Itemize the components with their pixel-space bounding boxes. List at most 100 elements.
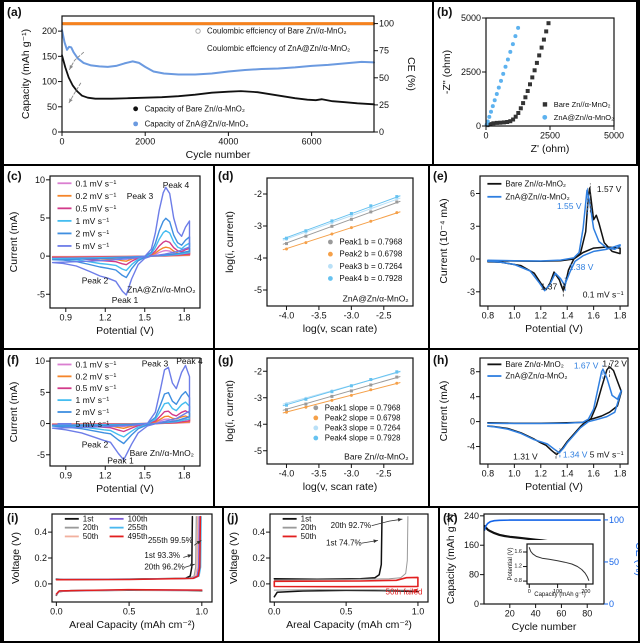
series-line [487,365,623,456]
scatter-point [395,211,399,215]
legend-swatch [133,106,139,112]
scatter-point [285,403,288,407]
panel-label: (a) [7,5,22,19]
scatter-point [395,375,399,379]
series-line [487,368,623,454]
scatter-point [369,388,373,392]
x-tick-label: 0.5 [123,606,136,616]
x-tick-label: 0.0 [50,606,63,616]
series-line [282,195,401,240]
legend-label: Capacity of Bare Zn//α-MnO₂ [145,104,245,113]
scatter-point [330,219,334,223]
x-tick-label: 6000 [302,136,322,146]
scatter-point [544,29,549,34]
annotation: 1.67 V [574,360,599,370]
scatter-point [491,121,496,126]
scatter-point [330,398,334,402]
series-line [55,515,202,581]
y-tick-label: 200 [42,26,57,36]
y-tick-label: 1.2 [514,564,522,570]
series-line [282,211,401,251]
y-tick-label: 10 [35,356,45,366]
series-line [528,547,590,581]
scatter-point [330,232,334,236]
x-tick-label: 0 [528,589,531,595]
annotation: 1.34 V [563,449,588,459]
series-line [371,518,403,527]
scatter-point [505,57,510,62]
scatter-point [285,247,288,251]
annotation: Peak 2 [82,439,109,449]
scatter-point [528,82,532,87]
legend-label: Bare Zn//α-MnO₂ [554,100,611,109]
scatter-point [487,114,492,119]
series-line [282,197,401,241]
y-tick-label: -4 [254,419,262,429]
x-tick-label: 1.0 [412,606,425,616]
scatter-point [539,45,544,50]
series-line [273,589,419,598]
x-tick-label: 1.8 [614,310,627,320]
annotation: 20th 92.7% [331,521,371,530]
y-axis-label: Capacity (mAh g⁻¹) [445,514,457,604]
series-line [282,382,401,414]
y2-tick-label: 50 [379,73,389,83]
series-line [282,370,401,407]
x-tick-label: 5000 [604,130,624,140]
scatter-point [541,37,546,42]
scatter-point [304,229,308,233]
legend-label: Bare Zn//α-MnO₂ [505,179,566,188]
annotation: 5 mV s⁻¹ [590,449,624,459]
scatter-point [304,397,308,401]
legend-label: 0.2 mV s⁻¹ [76,371,117,381]
x-tick-label: 2000 [135,136,155,146]
scatter-point [499,78,503,83]
x-axis-label: Cycle number [512,621,577,633]
x-tick-label: 40 [531,608,541,618]
x-tick-label: -2.5 [376,468,392,478]
arrowhead [413,588,418,593]
x-tick-label: 1.6 [587,310,600,320]
x-tick-label: 2500 [540,130,560,140]
y-axis-label: Voltage (V) [10,532,22,584]
x-tick-label: 1.8 [614,468,627,478]
y-tick-label: 150 [42,51,57,61]
legend-label: 0.1 mV s⁻¹ [76,178,117,188]
panel-b-canvas: 0 2500 5000 0 2500 5000 Z' (ohm) -Z'' (ohm) Bare… [437,5,624,155]
scatter-point [349,217,353,221]
legend-label: Capacity of ZnA@Zn//α-MnO₂ [145,119,249,128]
annotation: Peak 1 [107,456,134,466]
y2-tick-label: 75 [379,46,389,56]
scatter-point [369,219,373,223]
y-tick-label: 0.4 [34,527,47,537]
annotation: Peak 2 [82,275,109,285]
legend-label: 0.5 mV s⁻¹ [76,203,117,213]
legend-label: 2 mV s⁻¹ [76,407,110,417]
legend-label: Peak4 slope = 0.7928 [325,434,401,443]
x-tick-label: 0.9 [60,312,73,322]
scatter-point [395,381,399,385]
x-tick-label: 4000 [218,136,238,146]
y-axis-label: log(i, current) [224,211,236,273]
scatter-point [349,384,353,388]
scatter-point [510,42,515,47]
series-line [282,200,401,245]
scatter-point [513,114,518,119]
x-tick-label: 1.5 [138,470,151,480]
y-tick-label: 0 [476,121,481,131]
panel-j-canvas: 0.0 0.5 1.0 0.0 0.2 0.4 Areal Capacity (mAh cm… [227,511,429,631]
scatter-point [349,212,353,215]
y-axis-label: Current (mA) [8,212,20,273]
scatter-point [490,104,495,109]
panel-h: 0.8 1.0 1.2 1.4 1.6 1.8 -4 0 4 8 Potential (V) Curr… [430,350,638,506]
panel-label: (b) [437,5,452,19]
legend-label: Peak3 b = 0.7264 [339,262,402,271]
scatter-point [494,120,499,125]
legend-swatch [133,121,139,127]
legend-label: 1 mV s⁻¹ [76,395,110,405]
annotation: 20th 96.2% [144,562,184,571]
x-tick-label: 1.0 [196,606,209,616]
y-axis-label: Capacity (mAh g⁻¹) [20,29,32,119]
scatter-point [285,242,288,246]
y2-tick-label: 100 [609,515,624,525]
